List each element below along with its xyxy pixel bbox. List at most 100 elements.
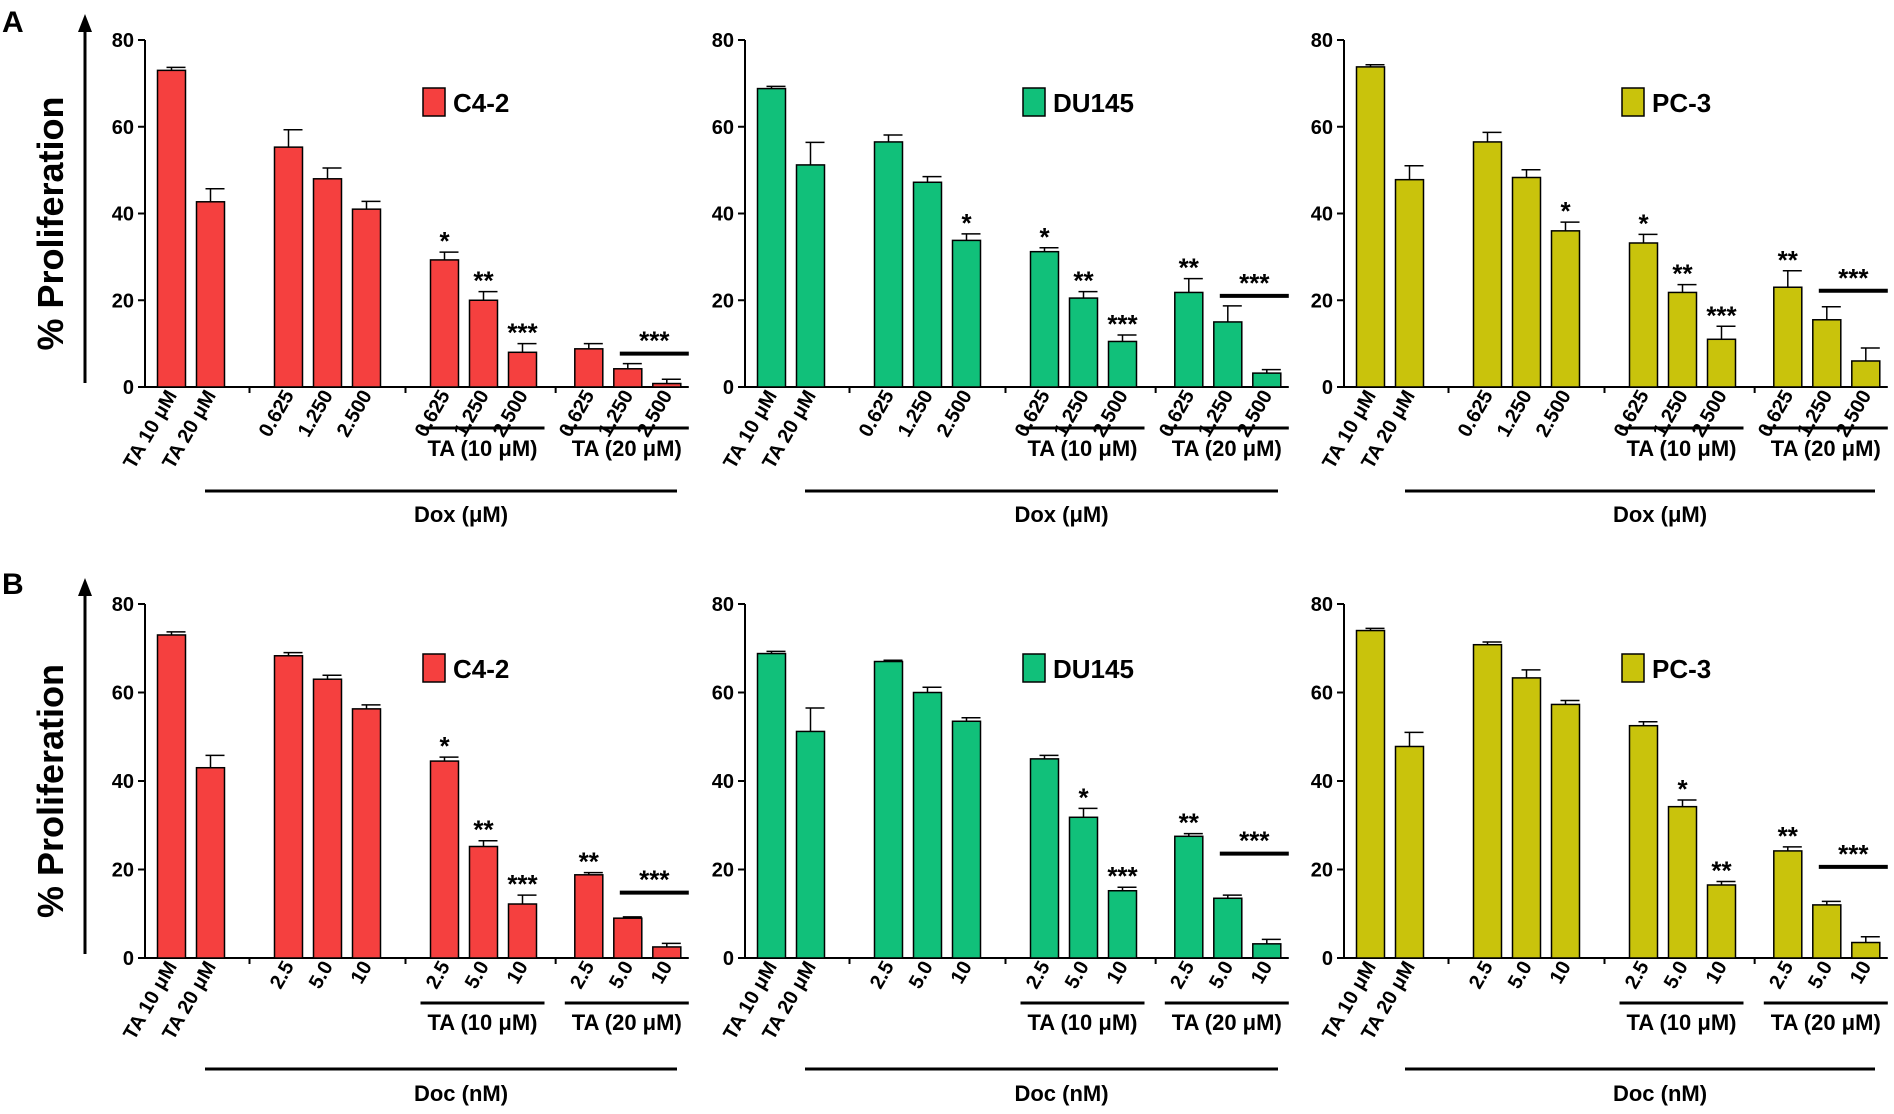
- significance-label: **: [1073, 266, 1094, 296]
- x-tick-label: 10: [1702, 958, 1732, 988]
- x-tick-label: 0.625: [1754, 387, 1798, 441]
- bar: [273, 146, 304, 388]
- x-tick-label: 2.5: [566, 958, 599, 993]
- x-tick-label: 5.0: [905, 958, 938, 993]
- significance-label: *: [439, 226, 450, 256]
- x-tick-label: 1.250: [1050, 387, 1094, 441]
- y-tick-label: 80: [112, 30, 134, 52]
- y-tick-label: 80: [1311, 30, 1333, 52]
- significance-label: *: [1638, 208, 1649, 238]
- x-tick-label: 1.250: [450, 387, 494, 441]
- panel-label: B: [2, 568, 24, 601]
- group-label: TA (10 μM): [427, 1010, 537, 1035]
- bar: [312, 178, 343, 388]
- bar: [1511, 176, 1542, 388]
- y-tick-label: 20: [112, 860, 134, 882]
- y-tick-label: 20: [1311, 290, 1333, 312]
- bar: [951, 239, 982, 388]
- legend-swatch: [422, 653, 446, 683]
- x-tick-label: 5.0: [461, 958, 494, 993]
- x-tick-label: 1.250: [1493, 387, 1537, 441]
- significance-label: ***: [1706, 300, 1737, 330]
- y-tick-label: 80: [712, 30, 734, 52]
- group-label: TA (20 μM): [572, 436, 682, 461]
- x-tick-label: 2.5: [1022, 958, 1055, 993]
- x-tick-label: 0.625: [555, 387, 599, 441]
- bar: [1706, 338, 1737, 388]
- x-tick-label: 10: [647, 958, 677, 988]
- bar: [1812, 319, 1842, 388]
- significance-label: **: [579, 847, 600, 877]
- y-tick-label: 80: [112, 594, 134, 616]
- group-label: TA (20 μM): [572, 1010, 682, 1035]
- bracket-label: ***: [1838, 839, 1869, 869]
- bar: [1667, 291, 1698, 388]
- significance-label: ***: [1107, 861, 1138, 891]
- bar: [574, 874, 604, 959]
- x-tick-label: 1.250: [1649, 387, 1693, 441]
- y-tick-label: 20: [112, 290, 134, 312]
- x-tick-label: 5.0: [1504, 958, 1537, 993]
- bar: [1511, 677, 1542, 959]
- drug-label: Dox (μM): [414, 502, 508, 527]
- bar: [507, 903, 538, 959]
- y-tick-label: 60: [1311, 683, 1333, 705]
- bar: [1472, 141, 1503, 388]
- drug-label: Doc (nM): [1613, 1081, 1707, 1106]
- x-tick-label: 1.250: [894, 387, 938, 441]
- group-label: TA (10 μM): [1027, 436, 1137, 461]
- x-tick-label: 1.250: [1793, 387, 1837, 441]
- x-tick-label: 2.5: [866, 958, 899, 993]
- bar: [156, 634, 187, 959]
- y-tick-label: 60: [712, 117, 734, 139]
- significance-label: *: [1560, 196, 1571, 226]
- y-arrow-head: [78, 578, 92, 596]
- x-tick-label: 2.5: [1465, 958, 1498, 993]
- significance-label: *: [1677, 774, 1688, 804]
- bar: [873, 660, 904, 959]
- y-tick-label: 40: [112, 771, 134, 793]
- bar: [1355, 629, 1386, 959]
- y-tick-label: 20: [712, 860, 734, 882]
- bar: [1174, 835, 1204, 959]
- x-tick-label: 2.5: [422, 958, 455, 993]
- group-label: TA (10 μM): [1027, 1010, 1137, 1035]
- x-tick-label: 10: [503, 958, 533, 988]
- x-tick-label: 10: [1846, 958, 1876, 988]
- x-tick-label: 10: [1247, 958, 1277, 988]
- x-tick-label: 2.500: [1089, 387, 1133, 441]
- bar: [468, 845, 499, 959]
- bar: [756, 652, 787, 959]
- bar: [574, 348, 604, 388]
- significance-label: *: [1039, 222, 1050, 252]
- x-tick-label: 2.500: [489, 387, 533, 441]
- y-tick-label: 40: [1311, 771, 1333, 793]
- x-tick-label: 1.250: [1194, 387, 1238, 441]
- legend-label: DU145: [1053, 88, 1134, 118]
- legend-swatch: [1022, 87, 1046, 117]
- bar: [1851, 360, 1881, 388]
- significance-label: **: [1778, 245, 1799, 275]
- significance-label: *: [1078, 782, 1089, 812]
- x-tick-label: 10: [1103, 958, 1133, 988]
- x-tick-label: 2.500: [1832, 387, 1876, 441]
- y-tick-label: 40: [712, 204, 734, 226]
- x-tick-label: 2.5: [1765, 958, 1798, 993]
- y-tick-label: 40: [1311, 204, 1333, 226]
- x-tick-label: 5.0: [605, 958, 638, 993]
- significance-label: **: [1778, 821, 1799, 851]
- x-tick-label: 10: [347, 958, 377, 988]
- x-tick-label: 0.625: [1155, 387, 1199, 441]
- y-tick-label: 20: [712, 290, 734, 312]
- bar: [507, 351, 538, 388]
- bar: [1628, 724, 1659, 959]
- bar: [1029, 250, 1060, 388]
- bar: [1472, 643, 1503, 959]
- y-tick-label: 60: [112, 117, 134, 139]
- bar: [351, 208, 382, 388]
- x-tick-label: 5.0: [305, 958, 338, 993]
- bar: [613, 368, 643, 388]
- x-tick-label: 1.250: [294, 387, 338, 441]
- bar: [912, 691, 943, 959]
